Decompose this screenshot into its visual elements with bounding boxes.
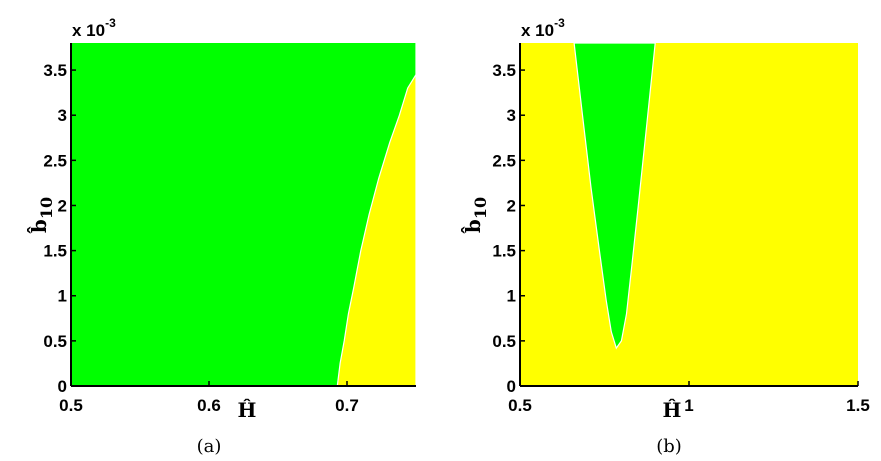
panel-b-y-tick-label: 2 — [507, 196, 516, 215]
panel-b-region — [573, 42, 656, 350]
panel-a-caption: (a) — [197, 436, 222, 457]
panel-b-x-axis-label: Ĥ — [663, 398, 682, 422]
panel-a-y-exponent: x 10-3 — [72, 16, 116, 40]
panel-b-background-region — [520, 43, 858, 386]
panel-b-x-tick-label: 0.5 — [508, 396, 532, 415]
panel-b-x-tick-label: 1.5 — [846, 396, 870, 415]
panel-a-y-tick-label: 1 — [58, 287, 67, 306]
panel-b-y-tick-label: 1.5 — [492, 242, 516, 261]
panel-b: 00.511.522.533.5 0.5 1 1.5 x 10-3 Ĥ b̂10 (… — [459, 16, 869, 457]
panel-a-region — [336, 43, 417, 387]
panel-b-y-tick-label: 3 — [507, 106, 516, 125]
panel-a-x-tick-label: 0.5 — [59, 396, 83, 415]
panel-a-y-tick-label: 2.5 — [43, 151, 67, 170]
panel-b-y-ticks: 0 0.5 1 1.5 2 2.5 3 3.5 — [492, 61, 525, 396]
panel-a-y-axis-label: b̂10 — [25, 197, 56, 234]
panel-b-y-tick-label: 2.5 — [492, 151, 516, 170]
panel-a-y-tick-label: 2 — [58, 196, 67, 215]
panel-a-x-tick-label: 0.7 — [335, 396, 359, 415]
panel-a-y-tick-label: 0 — [58, 377, 67, 396]
panel-b-y-tick-label: 3.5 — [492, 61, 516, 80]
panel-a-y-ticks: 0 0.5 1 1.5 2 2.5 3 3.5 — [43, 61, 76, 396]
panel-a-x-tick-label: 0.6 — [197, 396, 221, 415]
panel-b-x-tick-label: 1 — [684, 396, 693, 415]
panel-a-y-tick-label: 3.5 — [43, 61, 67, 80]
panel-b-y-axis-label: b̂10 — [459, 197, 490, 234]
panel-b-y-tick-label: 1 — [507, 287, 516, 306]
panel-a-y-tick-label: 1.5 — [43, 242, 67, 261]
panel-b-x-ticks: 0.5 1 1.5 — [508, 381, 870, 415]
panel-a: 00.511.522.533.5 0.5 0.6 0.7 x 10-3 Ĥ b̂10… — [25, 16, 417, 457]
panel-b-caption: (b) — [656, 436, 682, 457]
panel-a-x-ticks: 0.5 0.6 0.7 — [59, 381, 359, 415]
panel-b-y-tick-label: 0.5 — [492, 332, 516, 351]
panel-a-x-axis-label: Ĥ — [238, 398, 257, 422]
panel-b-y-tick-label: 0 — [507, 377, 516, 396]
panel-a-y-tick-label: 0.5 — [43, 332, 67, 351]
panel-b-y-exponent: x 10-3 — [521, 16, 565, 40]
panel-a-y-tick-label: 3 — [58, 106, 67, 125]
